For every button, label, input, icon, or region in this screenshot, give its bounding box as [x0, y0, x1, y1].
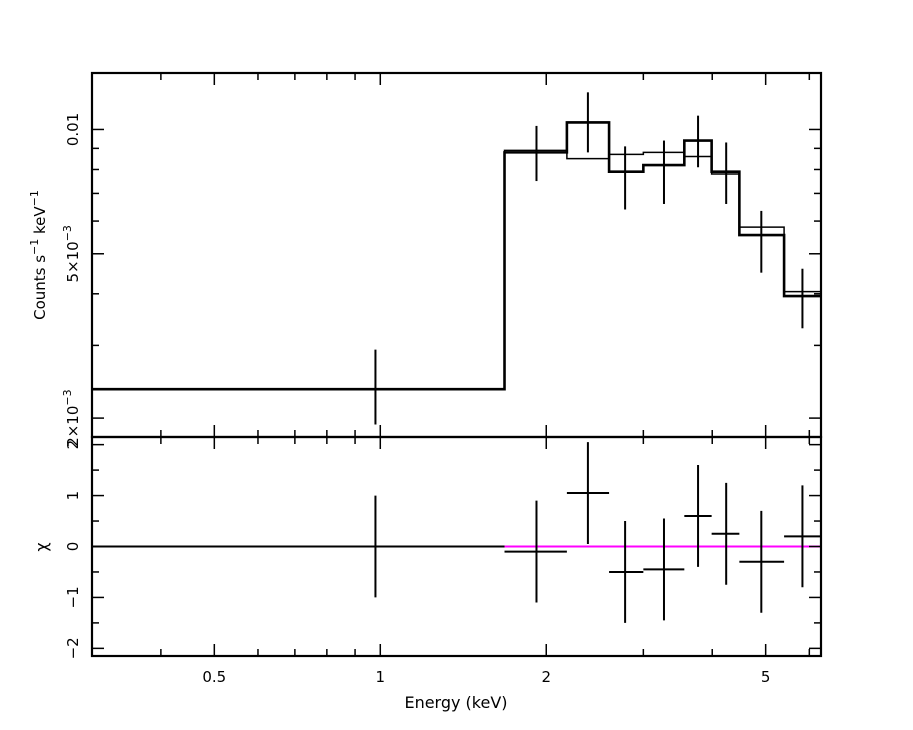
residual-data-point [566, 442, 610, 544]
spectrum-data-point [784, 268, 821, 329]
residual-data-point [504, 500, 567, 603]
y-tick-label-mantissa: 2×10 [64, 406, 82, 447]
y-tick-label-bottom: 0 [64, 542, 82, 552]
y-tick-label-bottom: 2 [64, 440, 82, 450]
y-tick-label-mantissa: 5×10 [64, 241, 82, 282]
residuals-panel: −2 −1 0 1 2 0.5 1 2 5 χ Energy (keV) [32, 435, 823, 712]
residual-data-point [609, 521, 644, 623]
residual-data-point [784, 485, 821, 588]
spectrum-data-point [711, 142, 740, 204]
spectrum-data-point [609, 146, 644, 210]
y-tick-label-bottom: −2 [64, 637, 82, 659]
spectrum-y-axis-label: Counts s−1 keV−1 [28, 190, 49, 320]
residual-data-point [711, 482, 740, 585]
ylabel-kev: keV [31, 206, 49, 239]
residual-data-point [643, 518, 685, 621]
ylabel-counts: Counts s [31, 255, 49, 320]
spectrum-data-point [739, 210, 785, 273]
y-tick-label-exponent: −3 [61, 225, 74, 241]
y-tick-label-top: 5×10−3 [61, 225, 82, 282]
spectrum-data-point [92, 349, 505, 425]
spectrum-data-point [504, 125, 567, 182]
y-tick-label-top: 0.01 [64, 113, 82, 146]
residual-data-point [92, 495, 505, 598]
x-tick-label: 5 [761, 668, 771, 686]
spectrum-data-point [566, 92, 610, 153]
spectrum-data-point [684, 115, 712, 168]
x-axis-label: Energy (keV) [404, 693, 507, 712]
y-tick-label-bottom: 1 [64, 491, 82, 501]
y-tick-label-bottom: −1 [64, 586, 82, 608]
x-tick-label: 1 [376, 668, 386, 686]
y-tick-label-top: 2×10−3 [61, 389, 82, 446]
residuals-y-axis-label: χ [32, 542, 51, 551]
x-tick-label: 2 [541, 668, 551, 686]
residual-data-point [739, 510, 785, 613]
ylabel-exp-s: −1 [28, 239, 41, 255]
residual-data-point [684, 465, 712, 567]
y-tick-label-exponent: −3 [61, 389, 74, 405]
x-tick-label: 0.5 [202, 668, 226, 686]
y-tick-label-mantissa: 0.01 [64, 113, 82, 146]
ylabel-exp-kev: −1 [28, 190, 41, 206]
spectrum-data-point [643, 140, 685, 204]
spectrum-panel: 2×10−35×10−30.01 Counts s−1 keV−1 [28, 71, 823, 447]
